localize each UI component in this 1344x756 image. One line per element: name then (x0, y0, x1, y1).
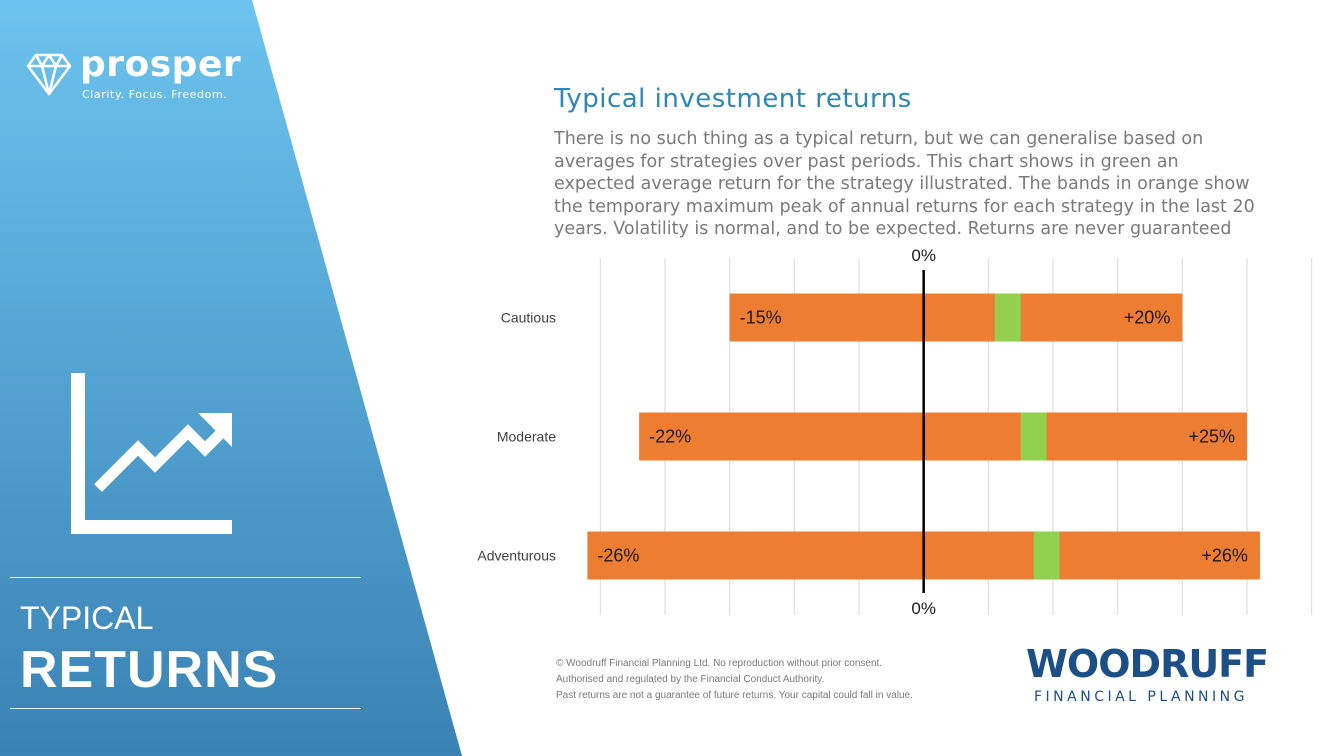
low-value-label: -26% (597, 546, 639, 566)
low-value-label: -15% (740, 308, 782, 328)
average-bar-cautious (994, 293, 1021, 342)
intro-paragraph: There is no such thing as a typical retu… (554, 129, 1255, 239)
footer-disclaimer: Past returns are not a guarantee of futu… (556, 690, 913, 701)
brand-tagline: Clarity. Focus. Freedom. (82, 88, 228, 101)
brand-name: prosper (80, 44, 242, 85)
page-title: Typical investment returns (554, 84, 912, 114)
woodruff-logo: WOODRUFF (1026, 642, 1269, 686)
growth-chart-icon (71, 373, 232, 534)
low-value-label: -22% (649, 427, 691, 447)
left-panel: prosper Clarity. Focus. Freedom. TYPICAL… (0, 0, 470, 756)
section-title-line1: TYPICAL (20, 600, 154, 636)
high-value-label: +25% (1188, 427, 1235, 447)
average-bar-adventurous (1033, 531, 1060, 580)
zero-label-top: 0% (911, 246, 936, 265)
range-bar-moderate (639, 412, 1247, 461)
high-value-label: +26% (1201, 546, 1248, 566)
footer-copyright: © Woodruff Financial Planning Ltd. No re… (556, 658, 883, 669)
category-label: Adventurous (477, 548, 556, 564)
divider-bottom (10, 708, 361, 709)
section-title-line2: RETURNS (20, 641, 279, 699)
average-bar-moderate (1020, 412, 1047, 461)
zero-label-bottom: 0% (911, 599, 936, 618)
diamond-logo-icon (26, 53, 72, 96)
range-bar-cautious (729, 293, 1183, 342)
left-panel-shape (0, 0, 462, 756)
returns-chart: Cautious -15% +20% Moderate -22% +25% Adventur… (477, 246, 1313, 618)
footer: © Woodruff Financial Planning Ltd. No re… (556, 656, 913, 704)
category-label: Moderate (497, 429, 556, 445)
woodruff-subtitle: FINANCIAL PLANNING (1034, 689, 1248, 705)
divider-top (10, 577, 361, 578)
category-label: Cautious (501, 310, 556, 326)
high-value-label: +20% (1124, 308, 1171, 328)
footer-regulation: Authorised and regulated by the Financia… (556, 674, 825, 685)
